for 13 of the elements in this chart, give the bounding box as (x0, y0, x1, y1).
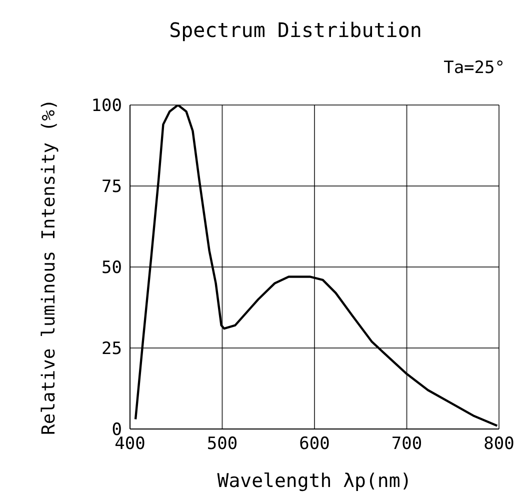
chart-title: Spectrum Distribution (168, 18, 423, 42)
y-tick-label: 50 (102, 258, 122, 278)
x-axis-title: Wavelength λp(nm) (217, 470, 412, 492)
x-tick-label: 600 (299, 434, 330, 454)
y-axis-title: Relative luminous Intensity (%) (38, 99, 60, 435)
x-tick-label: 800 (484, 434, 514, 454)
x-tick-label: 700 (391, 434, 422, 454)
y-tick-label: 75 (102, 177, 122, 198)
x-tick-label: 500 (206, 434, 238, 454)
y-tick-label: 100 (91, 96, 122, 116)
y-tick-label: 25 (102, 339, 122, 360)
line-series (134, 105, 498, 427)
text: Ta=25° (444, 58, 505, 78)
